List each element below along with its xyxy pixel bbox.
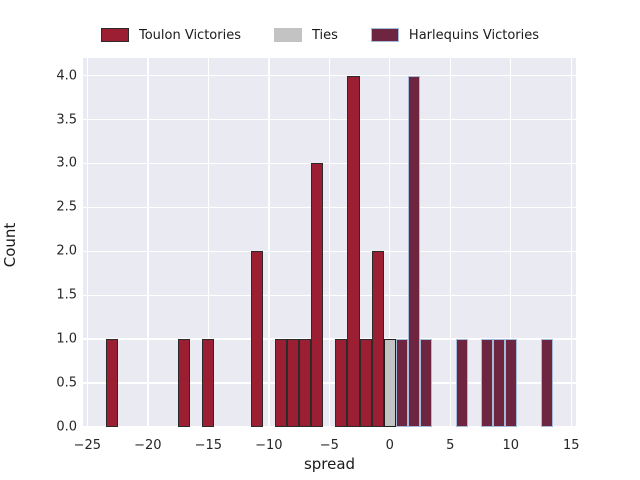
histogram-bar (250, 251, 263, 427)
histogram-bar (420, 339, 433, 427)
legend-item: Harlequins Victories (370, 27, 540, 43)
x-tick-label: 5 (446, 438, 455, 453)
histogram-bar (105, 339, 118, 427)
x-tick-label: −15 (194, 438, 223, 453)
histogram-bar (541, 339, 554, 427)
x-tick-label: 15 (563, 438, 580, 453)
legend-swatch-icon (370, 28, 399, 42)
legend-swatch-icon (273, 28, 302, 42)
histogram-bar (383, 339, 396, 427)
histogram-bar (311, 163, 324, 427)
x-tick-label: −5 (319, 438, 339, 453)
x-tick-label: 0 (385, 438, 394, 453)
y-tick-label: 2.5 (56, 199, 77, 215)
x-tick-label: −25 (73, 438, 102, 453)
y-tick-label: 0.5 (56, 375, 77, 391)
histogram-bar (456, 339, 469, 427)
gridline-horizontal (83, 206, 576, 209)
x-tick-label: −10 (255, 438, 283, 453)
histogram-bar (178, 339, 191, 427)
legend-label: Ties (311, 27, 338, 43)
x-axis-label: spread (303, 455, 356, 473)
gridline-vertical (147, 58, 149, 427)
gridline-horizontal (83, 425, 576, 427)
gridline-vertical (510, 58, 512, 427)
gridline-vertical (328, 58, 330, 427)
plot-area (83, 58, 576, 427)
histogram-bar (274, 339, 287, 427)
gridline-horizontal (83, 162, 576, 165)
gridline-horizontal (83, 118, 576, 121)
histogram-bar (407, 75, 421, 427)
legend-item: Toulon Victories (100, 27, 241, 43)
gridline-horizontal (83, 338, 576, 340)
histogram-bar (335, 339, 348, 427)
histogram-bar (299, 339, 312, 427)
gridline-vertical (570, 58, 572, 427)
histogram-bar (286, 339, 300, 427)
gridline-horizontal (83, 294, 576, 296)
x-tick-label: −20 (134, 438, 162, 453)
histogram-bar (371, 251, 384, 427)
gridline-vertical (207, 58, 210, 427)
legend-swatch-icon (100, 28, 129, 42)
legend-label: Harlequins Victories (408, 27, 540, 43)
gridline-vertical (389, 58, 391, 427)
gridline-horizontal (83, 250, 576, 252)
legend: Toulon Victories Ties Harlequins Victories (0, 25, 640, 45)
y-tick-label: 1.5 (56, 287, 77, 303)
legend-label: Toulon Victories (138, 27, 241, 43)
y-tick-label: 4.0 (56, 68, 77, 84)
y-tick-label: 3.5 (56, 112, 77, 127)
y-tick-label: 2.0 (56, 243, 77, 259)
gridline-horizontal (83, 74, 576, 77)
histogram-bar (480, 339, 493, 427)
gridline-vertical (449, 58, 451, 427)
y-tick-label: 3.0 (56, 155, 77, 171)
y-axis-label: Count (1, 222, 19, 268)
histogram-bar (492, 339, 505, 427)
histogram-bar (202, 339, 215, 427)
histogram-bar (504, 339, 517, 427)
x-tick-label: 10 (502, 438, 520, 453)
histogram-bar (395, 339, 408, 427)
histogram-bar (347, 75, 360, 427)
y-tick-label: 0.0 (56, 419, 77, 435)
histogram-bar (359, 339, 372, 427)
gridline-vertical (268, 58, 270, 427)
gridline-vertical (86, 58, 89, 427)
legend-item: Ties (273, 27, 338, 43)
gridline-horizontal (83, 382, 576, 384)
y-tick-label: 1.0 (56, 331, 77, 347)
